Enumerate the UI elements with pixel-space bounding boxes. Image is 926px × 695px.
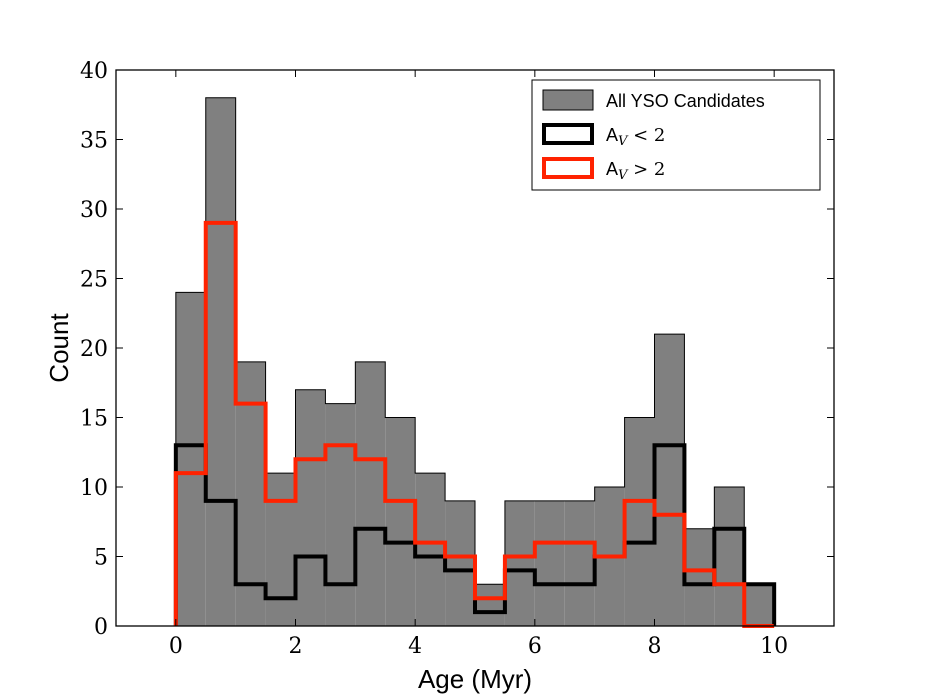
y-tick-label: 40 bbox=[80, 59, 108, 84]
step-lines bbox=[173, 220, 777, 628]
y-tick-label: 5 bbox=[94, 546, 108, 571]
x-tick-label: 4 bbox=[408, 634, 422, 659]
bar bbox=[475, 584, 505, 626]
bar bbox=[624, 417, 655, 626]
bar bbox=[564, 500, 595, 626]
y-tick-label: 35 bbox=[80, 129, 108, 154]
y-tick-label: 15 bbox=[80, 407, 108, 432]
bar bbox=[175, 292, 206, 626]
axis-ticks: 0 2 4 6 8 10 0 5 10 15 20 25 30 35 40 bbox=[80, 59, 834, 659]
bar bbox=[385, 417, 416, 626]
bar bbox=[205, 97, 236, 627]
bar bbox=[714, 487, 745, 626]
bar bbox=[415, 473, 446, 626]
bar bbox=[504, 500, 535, 626]
x-tick-label: 2 bbox=[289, 634, 303, 659]
x-tick-label: 8 bbox=[648, 634, 662, 659]
legend-label: All YSO Candidates bbox=[606, 91, 765, 111]
legend-swatch-all-yso bbox=[542, 89, 594, 111]
x-axis-label: Age (Myr) bbox=[418, 664, 532, 694]
legend-label: AV > 2 bbox=[606, 159, 665, 183]
legend: All YSO Candidates AV < 2 AV > 2 bbox=[531, 79, 821, 191]
bar bbox=[295, 389, 326, 626]
y-tick-label: 0 bbox=[94, 615, 108, 640]
x-tick-label: 6 bbox=[528, 634, 542, 659]
y-tick-label: 10 bbox=[80, 476, 108, 501]
bar bbox=[445, 500, 475, 626]
x-tick-label: 0 bbox=[169, 634, 183, 659]
bar bbox=[654, 334, 685, 626]
legend-swatch-av-gt-2 bbox=[542, 157, 594, 179]
legend-label: AV < 2 bbox=[606, 125, 665, 149]
bar bbox=[355, 361, 386, 626]
bar bbox=[235, 361, 266, 626]
bar bbox=[744, 584, 775, 626]
bar bbox=[684, 528, 715, 626]
bar bbox=[325, 403, 356, 626]
x-tick-label: 10 bbox=[760, 634, 788, 659]
y-tick-label: 20 bbox=[80, 337, 108, 362]
y-tick-label: 30 bbox=[80, 198, 108, 223]
legend-swatch-av-lt-2 bbox=[542, 123, 594, 145]
y-tick-label: 25 bbox=[80, 268, 108, 293]
step-line-av-gt-2 bbox=[173, 220, 775, 628]
bar bbox=[265, 473, 296, 626]
y-axis-label: Count bbox=[44, 313, 74, 383]
bar bbox=[534, 500, 565, 626]
